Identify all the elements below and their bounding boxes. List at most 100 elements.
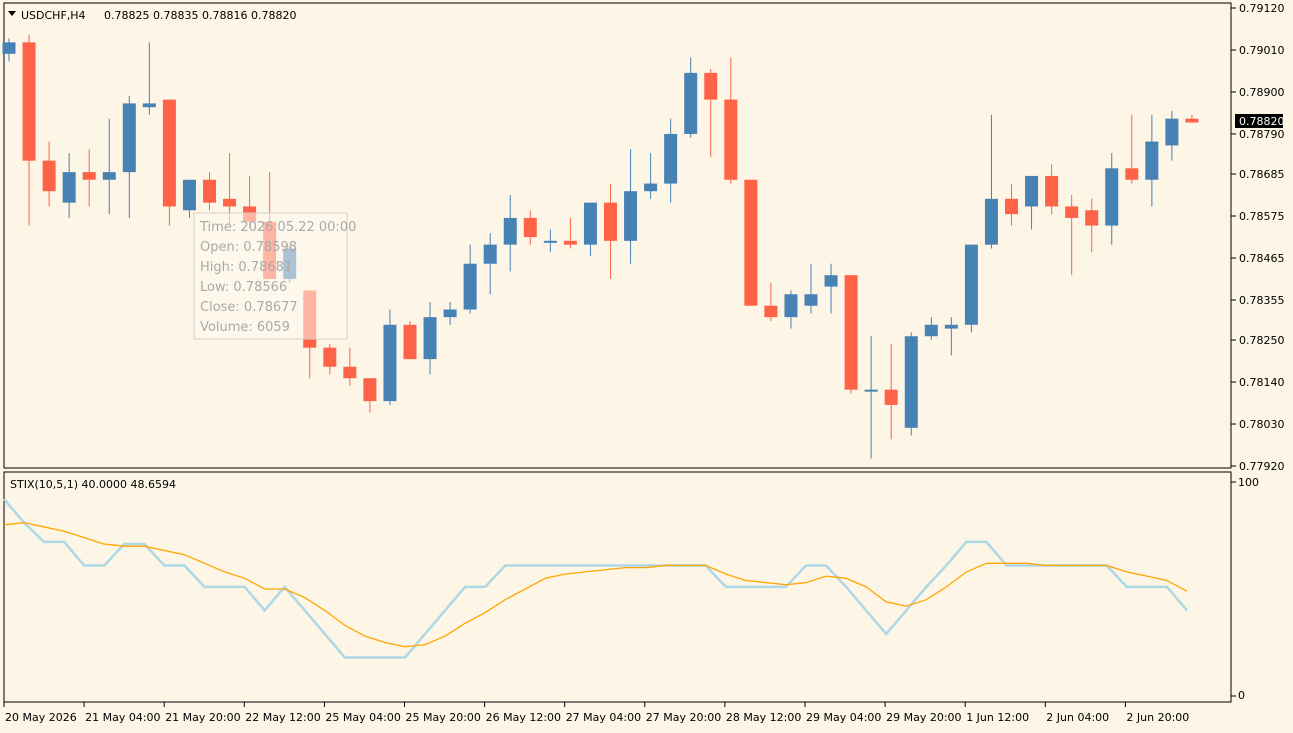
price-tick-label: 0.77920 <box>1239 460 1285 473</box>
candle-body <box>984 198 998 245</box>
candle[interactable] <box>42 141 56 207</box>
candle[interactable] <box>604 183 617 279</box>
candle-body <box>844 275 858 390</box>
symbol-label[interactable]: USDCHF,H4 <box>21 9 86 22</box>
candle[interactable] <box>1045 164 1059 215</box>
candle[interactable] <box>503 195 517 272</box>
price-tick-label: 0.78790 <box>1239 128 1285 141</box>
candle-body <box>904 336 918 428</box>
candle[interactable] <box>82 149 96 207</box>
candle[interactable] <box>1065 195 1079 276</box>
candle-body <box>1065 206 1079 218</box>
candle-body <box>543 240 557 243</box>
candle[interactable] <box>844 275 858 394</box>
candle[interactable] <box>1185 114 1199 123</box>
candle-body <box>383 324 397 402</box>
candle[interactable] <box>523 210 537 245</box>
candle[interactable] <box>684 57 698 138</box>
candle-body <box>1085 210 1099 226</box>
candle[interactable] <box>102 118 116 215</box>
candle[interactable] <box>62 153 76 218</box>
candle[interactable] <box>1125 114 1139 184</box>
candle[interactable] <box>804 263 818 314</box>
time-tick-label: 25 May 20:00 <box>406 711 481 724</box>
candle[interactable] <box>644 153 658 199</box>
candle[interactable] <box>443 301 457 325</box>
candle[interactable] <box>583 202 597 257</box>
price-tick-label: 0.78140 <box>1239 376 1285 389</box>
candle[interactable] <box>463 244 477 314</box>
candle[interactable] <box>724 57 738 184</box>
candle-body <box>203 179 216 203</box>
candle[interactable] <box>343 347 357 386</box>
candle[interactable] <box>1025 175 1039 230</box>
candle[interactable] <box>423 301 437 375</box>
candle[interactable] <box>323 343 337 375</box>
candle[interactable] <box>944 317 958 356</box>
candle[interactable] <box>904 332 918 436</box>
candle[interactable] <box>363 378 377 413</box>
candle-body <box>363 378 377 402</box>
candle[interactable] <box>884 343 898 440</box>
candle-body <box>724 99 738 180</box>
candle[interactable] <box>403 320 417 360</box>
candle[interactable] <box>142 42 156 115</box>
candle[interactable] <box>824 263 838 314</box>
candle-body <box>483 244 497 264</box>
candle[interactable] <box>984 114 998 249</box>
candle[interactable] <box>1105 153 1119 245</box>
candle[interactable] <box>543 229 557 253</box>
candle-body <box>443 309 457 318</box>
time-axis: 20 May 2026 21 May 04:00 21 May 20:00 22 Ma… <box>3 702 1189 724</box>
candle[interactable] <box>624 149 638 264</box>
tooltip-low: Low: 0.78566 <box>200 280 287 295</box>
candle[interactable] <box>784 290 798 329</box>
candle[interactable] <box>964 244 978 333</box>
candle-body <box>1045 175 1059 207</box>
candle-body <box>1165 118 1179 146</box>
time-tick-label: 2 Jun 20:00 <box>1126 711 1189 724</box>
price-tick-label: 0.78900 <box>1239 86 1285 99</box>
candle[interactable] <box>704 69 718 157</box>
candle[interactable] <box>563 217 577 249</box>
price-tick-label: 0.79120 <box>1239 2 1285 15</box>
price-tick-label: 0.79010 <box>1239 44 1285 57</box>
price-pane-frame <box>3 2 1232 469</box>
candle[interactable] <box>664 118 678 203</box>
time-tick-label: 27 May 04:00 <box>566 711 641 724</box>
tooltip-open: Open: 0.78598 <box>200 240 297 255</box>
price-pane[interactable]: 0.79120 0.79010 0.78900 0.78790 0.78685 0.785… <box>2 2 1285 473</box>
candle[interactable] <box>22 34 36 226</box>
candle[interactable] <box>182 179 196 218</box>
candle[interactable] <box>162 99 176 226</box>
candle[interactable] <box>483 233 497 295</box>
candle[interactable] <box>1165 111 1179 161</box>
candle[interactable] <box>864 336 878 459</box>
candle[interactable] <box>2 38 16 62</box>
candles[interactable] <box>2 34 1199 459</box>
candle-body <box>42 160 56 192</box>
candle-body <box>824 275 838 287</box>
candle[interactable] <box>924 317 938 341</box>
candle-body <box>804 294 818 306</box>
candle-body <box>764 305 778 318</box>
candle[interactable] <box>1005 183 1018 226</box>
candle[interactable] <box>1085 198 1099 253</box>
candle[interactable] <box>383 309 397 405</box>
candle[interactable] <box>203 172 216 211</box>
candle-body <box>343 366 357 379</box>
time-tick-label: 29 May 04:00 <box>806 711 881 724</box>
candle[interactable] <box>1145 114 1159 207</box>
symbol-dropdown-icon[interactable] <box>8 11 16 16</box>
candle-body <box>864 389 878 392</box>
stix-line <box>3 498 1188 659</box>
ohlc-values: 0.78825 0.78835 0.78816 0.78820 <box>104 9 296 22</box>
time-tick-label: 20 May 2026 <box>5 711 77 724</box>
indicator-pane[interactable]: STIX(10,5,1) 40.0000 48.6594 100 0 <box>3 471 1259 703</box>
candle-body <box>1125 168 1139 180</box>
candle[interactable] <box>744 179 758 306</box>
candle[interactable] <box>122 95 136 218</box>
candle-body <box>22 42 36 161</box>
candle[interactable] <box>764 282 778 321</box>
